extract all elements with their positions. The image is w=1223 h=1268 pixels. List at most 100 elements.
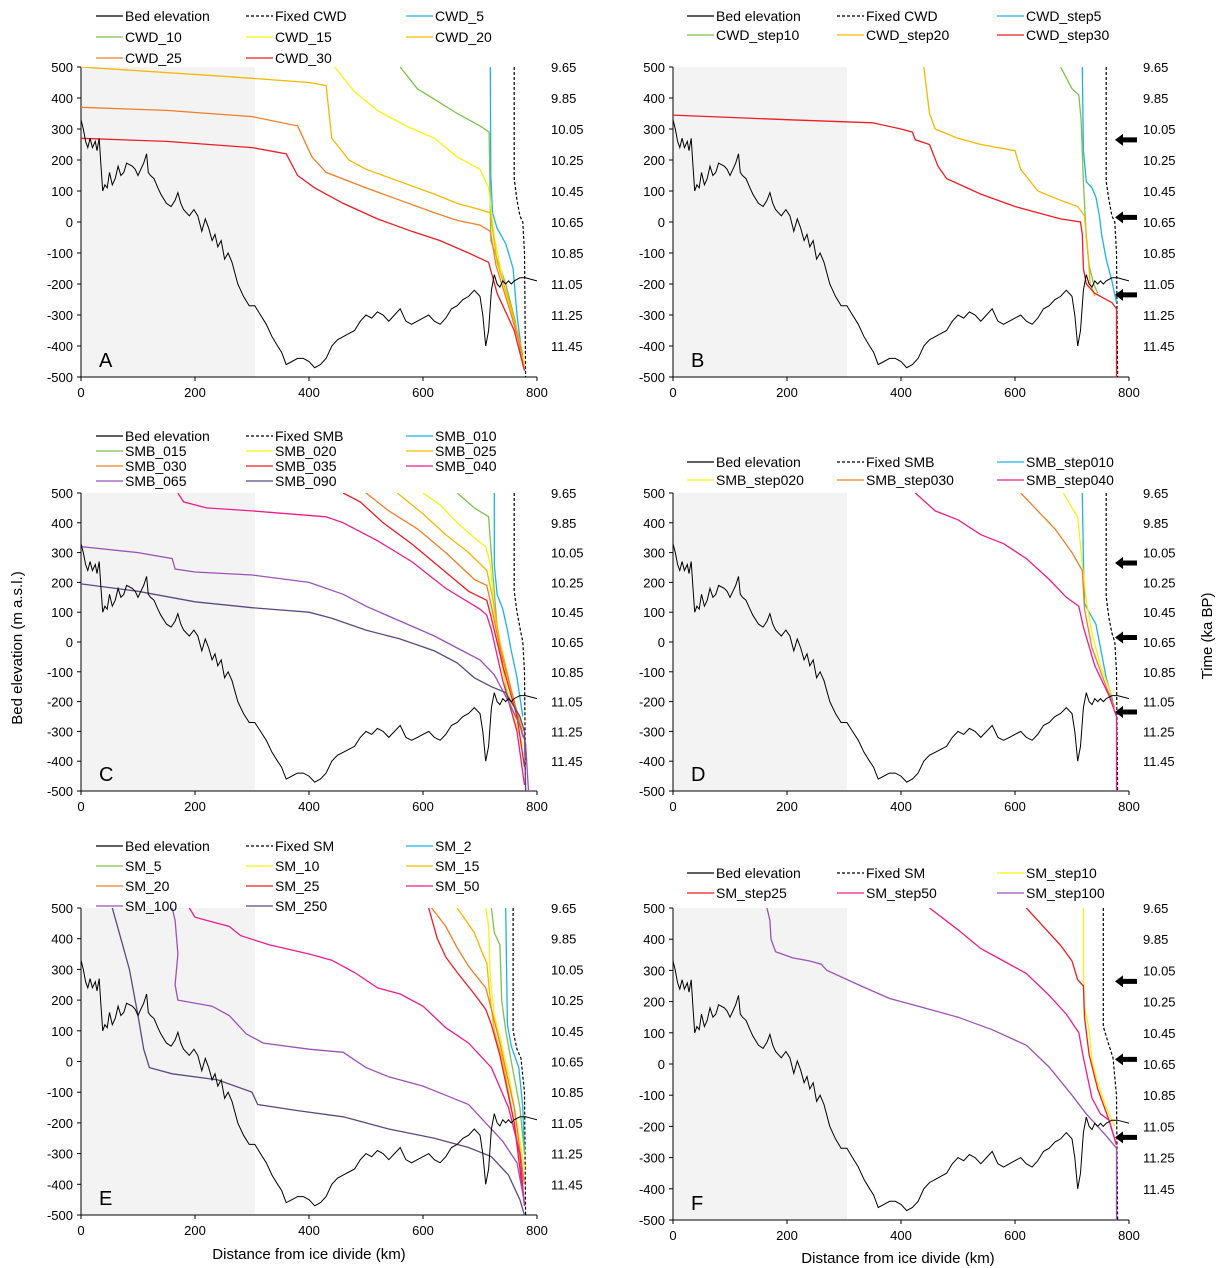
- series-line-cwd-step20: [923, 67, 1096, 297]
- y-tick-label: -500: [47, 784, 73, 799]
- legend-label: SMB_step030: [866, 472, 954, 488]
- series-line-cwd-15: [334, 67, 526, 365]
- x-tick-label: 800: [526, 385, 548, 400]
- right-tick-label: 10.25: [1143, 153, 1176, 168]
- legend-label: SM_25: [275, 878, 320, 894]
- y-tick-label: -500: [47, 370, 73, 385]
- y-tick-label: -300: [47, 724, 73, 739]
- legend: Bed elevation Fixed SMB SMB_step010 SMB_ste…: [687, 454, 1114, 488]
- series-line-cwd-10: [399, 67, 524, 365]
- right-tick-label: 10.45: [551, 605, 584, 620]
- y-tick-label: -100: [47, 665, 73, 680]
- y-tick-label: -100: [639, 246, 665, 261]
- y-tick-label: -400: [47, 754, 73, 769]
- legend-label: SM_100: [125, 898, 177, 914]
- series-line-cwd-30: [81, 137, 526, 371]
- series-line-cwd-step10: [1060, 67, 1099, 294]
- x-tick-label: 200: [184, 799, 206, 814]
- series-line-smb-010: [493, 493, 524, 717]
- y-tick-label: 0: [658, 1057, 665, 1072]
- y-tick-label: 100: [643, 605, 665, 620]
- chart-panel-d: 500 400 300 200 100 0 -100 -200 -300 -400 -500 0 200…: [639, 454, 1176, 814]
- arrow-marker-icon: [1115, 706, 1137, 719]
- series-line-smb-090: [81, 583, 527, 791]
- y-tick-label: 100: [643, 184, 665, 199]
- y-tick-label: 500: [51, 486, 73, 501]
- legend-label: SM_20: [125, 878, 170, 894]
- x-tick-label: 200: [776, 385, 798, 400]
- y-tick-label: -100: [639, 1088, 665, 1103]
- y-tick-label: 400: [643, 91, 665, 106]
- legend-label: CWD_step30: [1026, 27, 1109, 43]
- chart-panel-a: 500 400 300 200 100 0 -100 -200 -300 -400 -500 0 200…: [47, 8, 584, 400]
- x-tick-label: 0: [77, 385, 84, 400]
- y-tick-label: 0: [658, 635, 665, 650]
- right-tick-label: 11.25: [551, 724, 583, 739]
- legend-label: SMB_010: [435, 428, 497, 444]
- right-tick-label: 9.85: [551, 91, 576, 106]
- series-line-sm-20: [431, 908, 526, 1185]
- legend-label: CWD_25: [125, 50, 182, 66]
- right-tick-label: 10.25: [551, 993, 584, 1008]
- right-tick-label: 11.45: [1143, 754, 1175, 769]
- right-tick-label: 10.85: [551, 665, 584, 680]
- legend-label: SM_15: [435, 858, 480, 874]
- right-tick-label: 11.45: [551, 754, 583, 769]
- right-tick-label: 11.25: [551, 308, 583, 323]
- legend-label: SM_step10: [1026, 865, 1097, 881]
- y-tick-label: 300: [51, 546, 73, 561]
- legend-label: Bed elevation: [716, 454, 801, 470]
- right-tick-label: 11.05: [551, 695, 583, 710]
- legend-label: Bed elevation: [125, 8, 210, 24]
- y-tick-label: -300: [47, 308, 73, 323]
- right-tick-label: 9.65: [1143, 486, 1168, 501]
- y-tick-label: 200: [643, 575, 665, 590]
- series-line-cwd-5: [489, 67, 524, 362]
- right-tick-label: 10.05: [1143, 963, 1176, 978]
- y-tick-label: 400: [51, 91, 73, 106]
- right-tick-label: 10.85: [551, 1085, 584, 1100]
- y-tick-label: -400: [47, 1177, 73, 1192]
- series-line-sm-5: [490, 908, 526, 1154]
- y-tick-label: -500: [47, 1208, 73, 1223]
- right-tick-label: 11.45: [551, 339, 583, 354]
- y-tick-label: -100: [47, 246, 73, 261]
- series-line-sm-25: [428, 908, 526, 1206]
- y-tick-label: -500: [639, 1213, 665, 1228]
- x-tick-label: 800: [526, 799, 548, 814]
- y-tick-label: 0: [66, 635, 73, 650]
- right-tick-label: 11.25: [1143, 724, 1175, 739]
- legend-label: CWD_step10: [716, 27, 799, 43]
- x-tick-label: 600: [412, 385, 434, 400]
- legend-label: Fixed SM: [866, 865, 925, 881]
- legend-label: SMB_025: [435, 443, 497, 459]
- x-tick-label: 200: [776, 1228, 798, 1243]
- y-tick-label: 0: [66, 215, 73, 230]
- panel-label: D: [691, 764, 705, 786]
- series-line-cwd-step5: [1081, 67, 1118, 303]
- x-tick-label: 0: [77, 1223, 84, 1238]
- panel-label: C: [99, 764, 113, 786]
- arrow-marker-icon: [1115, 631, 1137, 644]
- legend-label: SM_10: [275, 858, 320, 874]
- right-tick-label: 10.25: [1143, 575, 1176, 590]
- right-tick-label: 11.45: [1143, 1182, 1175, 1197]
- y-tick-label: -400: [47, 339, 73, 354]
- y-tick-label: -300: [639, 1151, 665, 1166]
- y-tick-label: 500: [51, 901, 73, 916]
- x-tick-label: 400: [890, 799, 912, 814]
- series-line-sm-50: [188, 908, 526, 1206]
- right-tick-label: 10.05: [1143, 546, 1176, 561]
- legend-label: CWD_20: [435, 29, 492, 45]
- plot-lines: [673, 493, 1129, 791]
- y-tick-label: 0: [66, 1055, 73, 1070]
- y-tick-label: -200: [47, 1116, 73, 1131]
- series-line-fixed-sm: [512, 908, 527, 1215]
- legend-label: SMB_step040: [1026, 472, 1114, 488]
- y-tick-label: -400: [639, 339, 665, 354]
- y-tick-label: 100: [643, 1026, 665, 1041]
- legend-label: Fixed SM: [275, 838, 334, 854]
- y-tick-label: -200: [47, 277, 73, 292]
- right-tick-label: 10.45: [1143, 605, 1176, 620]
- legend-label: Bed elevation: [716, 865, 801, 881]
